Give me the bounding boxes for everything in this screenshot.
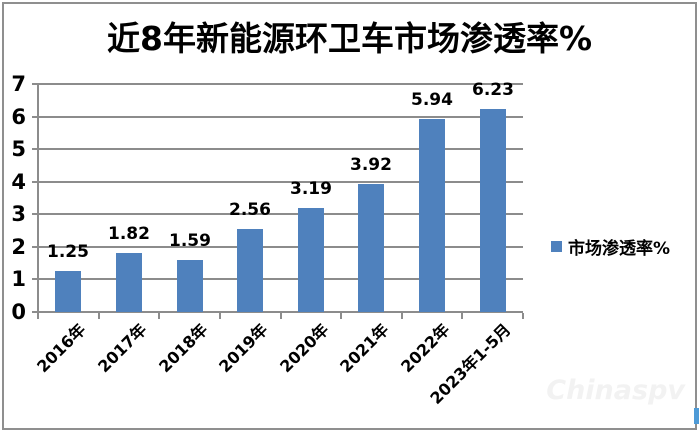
x-axis-tick xyxy=(219,313,221,319)
y-axis-tick-label: 2 xyxy=(11,235,26,259)
bar-value-label: 5.94 xyxy=(411,90,453,110)
bar-value-label: 3.19 xyxy=(290,179,332,199)
y-axis-tick-label: 4 xyxy=(11,170,26,194)
x-axis-tick xyxy=(340,313,342,319)
legend-label: 市场渗透率% xyxy=(568,239,671,259)
y-axis-tick xyxy=(32,246,38,248)
x-axis-tick xyxy=(98,313,100,319)
x-axis-tick-label: 2022年 xyxy=(397,320,454,377)
legend: 市场渗透率% xyxy=(551,234,670,259)
bar-value-label: 3.92 xyxy=(350,155,392,175)
x-axis-tick-label: 2018年 xyxy=(155,320,212,377)
bar xyxy=(237,229,263,312)
x-axis-tick-label: 2019年 xyxy=(215,320,272,377)
x-axis-tick xyxy=(461,313,463,319)
x-axis-tick-label: 2023年1-5月 xyxy=(426,320,515,409)
x-axis-tick xyxy=(522,313,524,319)
bar xyxy=(177,260,203,312)
x-axis-tick-label: 2020年 xyxy=(276,320,333,377)
bar-value-label: 1.82 xyxy=(108,224,150,244)
y-axis-tick xyxy=(32,148,38,150)
bar xyxy=(480,109,506,312)
y-axis-tick xyxy=(32,311,38,313)
watermark: Chinaspv xyxy=(546,375,685,406)
gridline xyxy=(38,116,523,118)
y-axis-tick xyxy=(32,181,38,183)
x-axis-line xyxy=(38,311,523,313)
gridline xyxy=(38,181,523,183)
y-axis-tick xyxy=(32,83,38,85)
gridline xyxy=(38,278,523,280)
y-axis-tick xyxy=(32,278,38,280)
gridline xyxy=(38,148,523,150)
gridline xyxy=(38,213,523,215)
bar-value-label: 6.23 xyxy=(472,80,514,100)
x-axis-tick xyxy=(37,313,39,319)
y-axis-tick xyxy=(32,213,38,215)
y-axis-tick-label: 7 xyxy=(11,72,26,96)
y-axis-tick-label: 0 xyxy=(11,300,26,324)
y-axis-line xyxy=(37,84,39,312)
y-axis-tick-label: 5 xyxy=(11,137,26,161)
edge-blue-mark xyxy=(694,408,699,424)
bar-value-label: 2.56 xyxy=(229,200,271,220)
bar xyxy=(358,184,384,312)
x-axis-tick xyxy=(280,313,282,319)
gridline xyxy=(38,246,523,248)
x-axis-tick xyxy=(158,313,160,319)
bar xyxy=(116,253,142,312)
x-axis-tick-label: 2017年 xyxy=(94,320,151,377)
legend-swatch-icon xyxy=(551,241,562,252)
y-axis-tick-label: 6 xyxy=(11,105,26,129)
bar-value-label: 1.25 xyxy=(47,242,89,262)
chart-title: 近8年新能源环卫车市场渗透率% xyxy=(106,19,593,58)
bar xyxy=(419,119,445,312)
x-axis-tick xyxy=(401,313,403,319)
y-axis-tick-label: 1 xyxy=(11,267,26,291)
bar xyxy=(55,271,81,312)
x-axis-tick-label: 2021年 xyxy=(336,320,393,377)
y-axis-tick-label: 3 xyxy=(11,202,26,226)
bar xyxy=(298,208,324,312)
y-axis-tick xyxy=(32,116,38,118)
gridline xyxy=(38,83,523,85)
bar-value-label: 1.59 xyxy=(169,231,211,251)
chart-frame xyxy=(2,2,697,430)
